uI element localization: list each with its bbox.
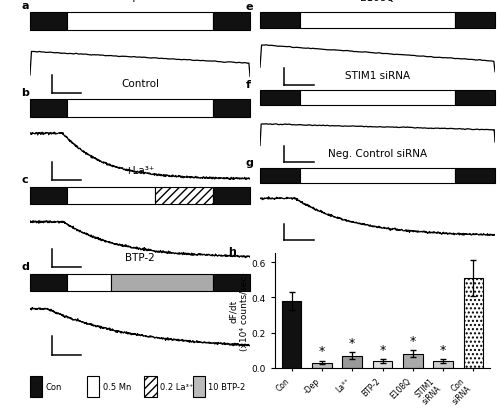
Text: - Depletion: - Depletion (111, 0, 169, 2)
Bar (144, 377, 156, 397)
Bar (68, 13, 212, 30)
Bar (260, 13, 300, 29)
Bar (464, 278, 483, 368)
Text: e: e (246, 2, 254, 12)
Bar (372, 361, 392, 368)
Bar (87, 377, 100, 397)
Text: Con: Con (46, 382, 62, 391)
Text: +La³⁺: +La³⁺ (125, 166, 155, 175)
Y-axis label: dF/dt
(x10⁴ counts/sec): dF/dt (x10⁴ counts/sec) (230, 272, 249, 350)
Bar (68, 100, 212, 117)
Bar (300, 13, 455, 29)
Bar (156, 187, 212, 204)
Bar (30, 100, 68, 117)
Text: g: g (246, 157, 254, 167)
Bar (212, 13, 250, 30)
Text: b: b (21, 88, 29, 98)
Bar (403, 354, 422, 368)
Bar (68, 187, 156, 204)
Text: *: * (319, 344, 325, 357)
Text: d: d (21, 261, 29, 272)
Bar (212, 187, 250, 204)
Text: 0.2 La³⁺: 0.2 La³⁺ (160, 382, 193, 391)
Bar (112, 274, 212, 291)
Bar (193, 377, 205, 397)
Text: a: a (21, 1, 28, 11)
Bar (312, 363, 332, 368)
Text: f: f (246, 80, 251, 90)
Bar (30, 13, 68, 30)
Bar (300, 169, 455, 184)
Bar (212, 274, 250, 291)
Text: E108Q: E108Q (360, 0, 395, 3)
Bar (433, 361, 453, 368)
Bar (455, 13, 495, 29)
Text: *: * (410, 334, 416, 347)
Text: *: * (380, 343, 386, 356)
Bar (260, 169, 300, 184)
Text: BTP-2: BTP-2 (125, 252, 155, 263)
Text: *: * (349, 336, 356, 349)
Bar (212, 100, 250, 117)
Text: Control: Control (121, 79, 159, 89)
Bar (68, 274, 112, 291)
Bar (455, 91, 495, 106)
Bar (455, 169, 495, 184)
Bar (300, 91, 455, 106)
Text: STIM1 siRNA: STIM1 siRNA (345, 71, 410, 81)
Bar (30, 274, 68, 291)
Text: *: * (440, 343, 446, 356)
Text: 10 BTP-2: 10 BTP-2 (208, 382, 246, 391)
Bar (260, 91, 300, 106)
Text: c: c (21, 175, 28, 184)
Bar (30, 187, 68, 204)
Bar (282, 301, 302, 368)
Text: 0.5 Mn: 0.5 Mn (102, 382, 131, 391)
Text: Neg. Control siRNA: Neg. Control siRNA (328, 148, 427, 158)
Bar (342, 356, 362, 368)
Text: h: h (228, 247, 235, 257)
Bar (30, 377, 42, 397)
